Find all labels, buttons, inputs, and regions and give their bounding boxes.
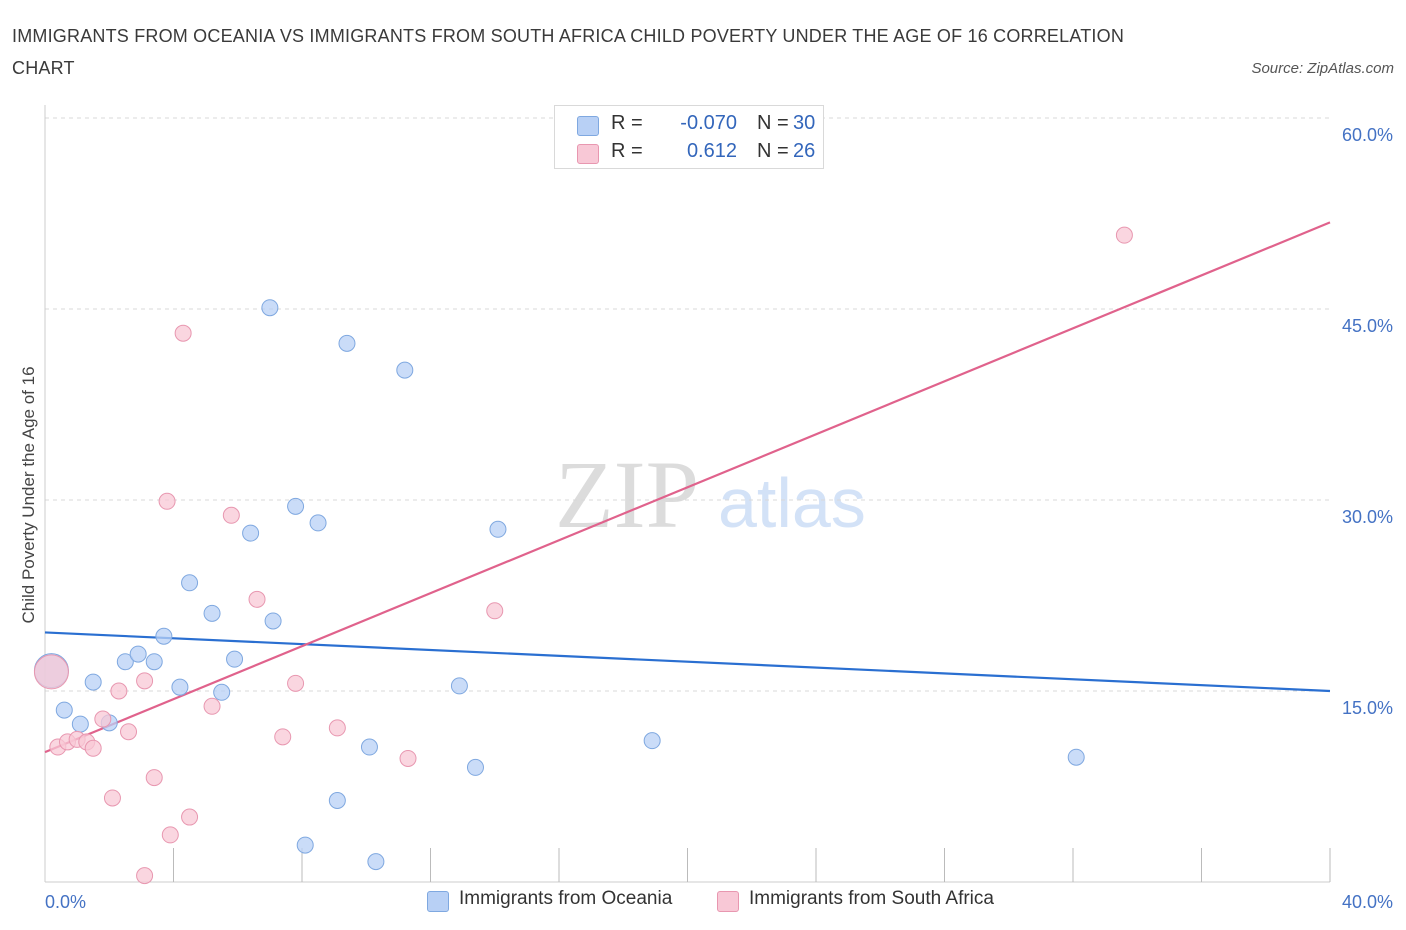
point-south-africa [399,749,417,767]
point-oceania [129,645,147,663]
point-oceania [203,604,221,622]
chart-title: IMMIGRANTS FROM OCEANIA VS IMMIGRANTS FR… [12,26,1125,78]
legend-r-label: R = [611,140,643,162]
point-south-africa [203,697,221,715]
point-south-africa [181,808,199,826]
point-oceania [84,673,102,691]
y-axis-label: Child Poverty Under the Age of 16 [19,366,38,623]
legend-n-label: N = [757,112,789,134]
legend-r-value: 0.612 [686,140,737,162]
y-tick-label: 45.0% [1342,316,1393,336]
point-south-africa [94,710,112,728]
correlation-legend: R = -0.070 N = 30 R = 0.612 N = 26 [554,105,824,169]
point-south-africa [136,867,154,885]
point-oceania [55,701,73,719]
point-oceania [171,678,189,696]
point-south-africa [328,719,346,737]
point-oceania [360,738,378,756]
point-oceania [489,520,507,538]
point-oceania [213,683,231,701]
x-tick-label: 0.0% [45,892,86,912]
watermark-zip: ZIP [555,441,699,548]
legend-n-value: 30 [793,112,816,134]
point-oceania [287,497,305,515]
point-south-africa [110,682,128,700]
point-oceania [264,612,282,630]
point-south-africa [174,324,192,342]
point-oceania [116,653,134,671]
point-south-africa [136,672,154,690]
point-oceania [1067,748,1085,766]
point-oceania [296,836,314,854]
legend-n-label: N = [757,140,789,162]
point-south-africa [1115,226,1133,244]
trend-line-oceania [44,631,1331,693]
point-oceania [155,627,173,645]
point-oceania [261,299,279,317]
legend-r-value: -0.070 [680,112,737,134]
point-south-africa [287,674,305,692]
bottom-legend-label-oceania: Immigrants from Oceania [459,888,673,909]
axes [44,105,1331,883]
point-south-africa [161,826,179,844]
y-tick-label: 60.0% [1342,125,1393,145]
point-south-africa [248,590,266,608]
point-south-africa [84,739,102,757]
point-oceania [145,653,163,671]
tick-labels: 15.0% 30.0% 45.0% 60.0% 0.0% 40.0% [45,125,1393,912]
point-oceania [309,514,327,532]
x-tick-label: 40.0% [1342,892,1393,912]
gridlines [45,117,1330,692]
point-south-africa [274,728,292,746]
point-south-africa [103,789,121,807]
point-south-africa [486,602,504,620]
y-tick-label: 30.0% [1342,507,1393,527]
trend-line-south-africa [44,221,1331,754]
bottom-legend-label-south-africa: Immigrants from South Africa [749,888,994,909]
point-oceania [226,650,244,668]
point-oceania [181,574,199,592]
point-oceania [71,715,89,733]
bottom-legend-swatch-oceania [427,891,449,912]
point-south-africa [222,506,240,524]
point-south-africa [33,654,69,690]
data-points [33,226,1133,885]
legend-n-value: 26 [793,140,816,162]
watermark: ZIP atlas [555,441,866,548]
legend-r-label: R = [611,112,643,134]
point-oceania [367,853,385,871]
point-oceania [396,361,414,379]
point-oceania [242,524,260,542]
bottom-legend-swatch-south-africa [717,891,739,912]
point-oceania [466,758,484,776]
point-oceania [450,677,468,695]
point-south-africa [158,492,176,510]
y-tick-label: 15.0% [1342,698,1393,718]
legend-swatch-oceania [577,116,599,136]
point-south-africa [145,769,163,787]
point-oceania [643,732,661,750]
source-label: Source: ZipAtlas.com [1251,60,1394,77]
point-south-africa [120,723,138,741]
point-oceania [328,792,346,810]
watermark-atlas: atlas [718,464,866,542]
legend-swatch-south-africa [577,144,599,164]
point-oceania [338,334,356,352]
trend-lines [44,221,1331,754]
